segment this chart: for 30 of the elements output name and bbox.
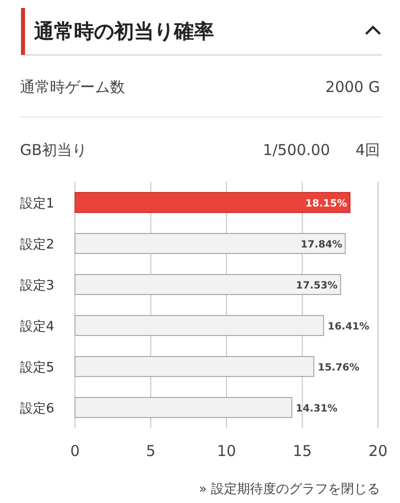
text: 4回 bbox=[355, 141, 380, 159]
text: GB初当り bbox=[20, 141, 87, 159]
x-tick-label: 0 bbox=[70, 442, 80, 460]
y-tick-label: 設定4 bbox=[20, 320, 54, 334]
bar bbox=[74, 397, 292, 418]
chart-title: 通常時の初当り確率 bbox=[33, 19, 214, 43]
bar bbox=[74, 315, 324, 336]
text: 1/500.00 bbox=[262, 141, 330, 159]
data-label: 17.53% bbox=[296, 280, 338, 292]
bar bbox=[74, 233, 346, 254]
data-label: 15.76% bbox=[318, 362, 360, 374]
text: » 設定期待度のグラフを閉じる bbox=[198, 481, 380, 497]
x-tick-label: 15 bbox=[292, 442, 312, 460]
bar bbox=[74, 274, 342, 295]
y-tick-label: 設定6 bbox=[20, 402, 54, 416]
y-tick-label: 設定1 bbox=[20, 196, 54, 212]
bar bbox=[74, 356, 314, 377]
x-tick-label: 5 bbox=[146, 442, 156, 460]
data-label: 14.31% bbox=[296, 404, 338, 414]
bar bbox=[74, 192, 350, 213]
data-label: 16.41% bbox=[328, 322, 370, 332]
text: 2000 G bbox=[325, 78, 380, 96]
data-label: 17.84% bbox=[300, 240, 342, 250]
y-tick-label: 設定2 bbox=[20, 238, 54, 252]
y-tick-label: 設定3 bbox=[20, 278, 54, 294]
data-label: 18.15% bbox=[305, 198, 347, 210]
text: 通常時ゲーム数 bbox=[20, 78, 125, 96]
y-tick-label: 設定5 bbox=[20, 360, 54, 376]
x-tick-label: 10 bbox=[216, 442, 236, 460]
x-tick-label: 20 bbox=[368, 442, 388, 460]
